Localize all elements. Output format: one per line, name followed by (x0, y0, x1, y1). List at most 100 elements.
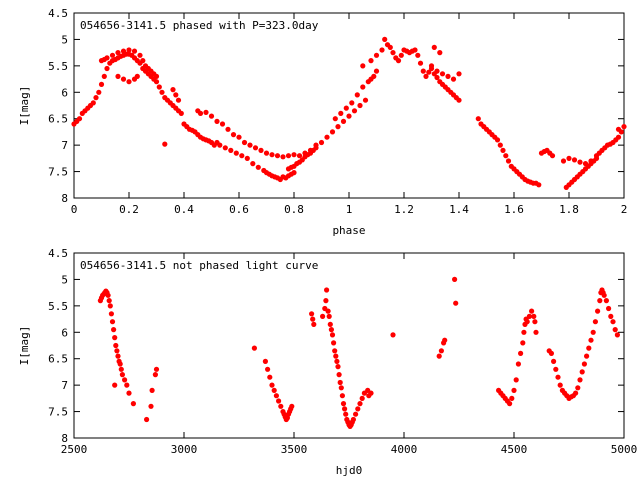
raw-data-point (515, 361, 522, 367)
phased-data-point (475, 116, 481, 122)
phased-x-tick-label: 0.4 (174, 203, 194, 216)
phased-data-point (244, 155, 250, 161)
phased-plot-title: 054656-3141.5 phased with P=323.0day (80, 19, 319, 32)
phased-x-tick-label: 1.6 (504, 203, 524, 216)
raw-data-point (262, 358, 268, 364)
phased-data-point (503, 153, 509, 159)
phased-data-point (134, 73, 140, 79)
phased-data-point (549, 153, 556, 159)
raw-data-point (334, 358, 340, 364)
raw-plot-axes (73, 252, 625, 439)
phased-y-tick-label: 5 (61, 33, 68, 46)
raw-data-point (588, 337, 594, 343)
phased-data-point (280, 154, 286, 160)
phased-data-point (343, 105, 349, 111)
phased-data-point (255, 164, 261, 170)
raw-y-tick-label: 7 (61, 379, 68, 392)
raw-data-point (107, 303, 113, 309)
phased-plot-axes (73, 12, 625, 199)
phased-data-point (230, 132, 237, 138)
phased-y-tick-label: 6 (61, 86, 68, 99)
raw-data-point (149, 387, 155, 393)
phased-data-point (536, 182, 542, 188)
phased-data-point (368, 58, 374, 64)
raw-data-point (251, 345, 257, 351)
raw-y-tick-label: 4.5 (48, 247, 68, 260)
phased-data-point (351, 108, 358, 114)
phased-y-tick-label: 7 (61, 139, 68, 152)
raw-data-point (548, 350, 555, 356)
phased-data-point (445, 73, 451, 79)
phased-light-curve-plot: 0 0.2 0.4 0.6 0.8 1 1.2 1.4 1.6 1.8 2 4.5 5 5.5 6 6.5 7 7… (18, 7, 627, 237)
phased-data-point (126, 47, 132, 53)
raw-data-point (114, 348, 120, 354)
raw-data-point (390, 332, 396, 338)
phased-plot-frame (73, 12, 625, 199)
phased-data-point (615, 134, 622, 140)
phased-y-tick-label: 4.5 (48, 7, 68, 20)
phased-data-point (291, 170, 297, 176)
raw-data-point (603, 298, 610, 304)
raw-data-point (614, 332, 621, 338)
phased-data-point (115, 50, 121, 56)
phased-data-point (156, 84, 162, 90)
raw-plot-y-axis-label: I[mag] (18, 326, 31, 366)
phased-data-point (318, 139, 325, 146)
phased-data-point (104, 55, 110, 61)
raw-data-point (507, 401, 513, 407)
phased-data-point (258, 147, 264, 153)
phased-data-point (456, 71, 462, 77)
raw-data-point (575, 385, 581, 391)
phased-data-point (497, 142, 503, 148)
phased-data-point (360, 84, 366, 90)
raw-y-tick-label: 6 (61, 326, 68, 339)
raw-x-tick-label: 4500 (501, 443, 528, 456)
raw-data-point (119, 372, 125, 378)
raw-data-point (368, 390, 374, 396)
raw-data-point (590, 329, 596, 335)
raw-data-point (338, 385, 344, 391)
raw-x-tick-label: 4000 (391, 443, 418, 456)
raw-data-point (323, 298, 329, 304)
raw-data-point (586, 345, 592, 351)
phased-data-point (131, 48, 138, 54)
phased-data-point (291, 152, 297, 158)
phased-data-point (596, 150, 602, 156)
phased-data-point (346, 113, 352, 119)
raw-data-point (612, 327, 618, 333)
phased-x-tick-label: 0.2 (119, 203, 139, 216)
raw-data-point (581, 361, 588, 367)
phased-data-point (329, 129, 336, 135)
raw-data-point (269, 382, 275, 388)
phased-data-point (354, 92, 360, 98)
phased-data-point (494, 137, 501, 143)
phased-x-tick-label: 1.8 (559, 203, 579, 216)
raw-data-point (584, 353, 590, 359)
phased-y-tick-label: 8 (61, 192, 68, 205)
raw-data-point (326, 313, 332, 319)
phased-data-point (208, 113, 215, 119)
phased-data-point (505, 158, 512, 164)
raw-data-point (144, 416, 150, 423)
raw-data-point (335, 364, 341, 370)
phased-data-point (104, 65, 110, 72)
phased-data-point (426, 69, 432, 75)
raw-data-point (327, 321, 333, 327)
raw-data-point (521, 329, 527, 335)
phased-data-point (285, 153, 292, 159)
raw-data-point (309, 311, 315, 317)
raw-data-point (601, 292, 607, 298)
raw-plot-x-axis-label: hjd0 (336, 464, 363, 477)
raw-data-point (112, 382, 118, 388)
raw-data-point (343, 411, 349, 417)
raw-data-point (153, 366, 160, 372)
raw-data-point (577, 377, 583, 383)
raw-data-point (579, 369, 585, 375)
phased-data-point (340, 118, 347, 124)
raw-data-point (557, 382, 563, 388)
phased-data-point (437, 50, 443, 56)
phased-x-tick-label: 1.2 (394, 203, 414, 216)
raw-data-point (311, 321, 317, 327)
raw-data-point (453, 300, 459, 306)
raw-y-tick-label: 5 (61, 273, 68, 286)
